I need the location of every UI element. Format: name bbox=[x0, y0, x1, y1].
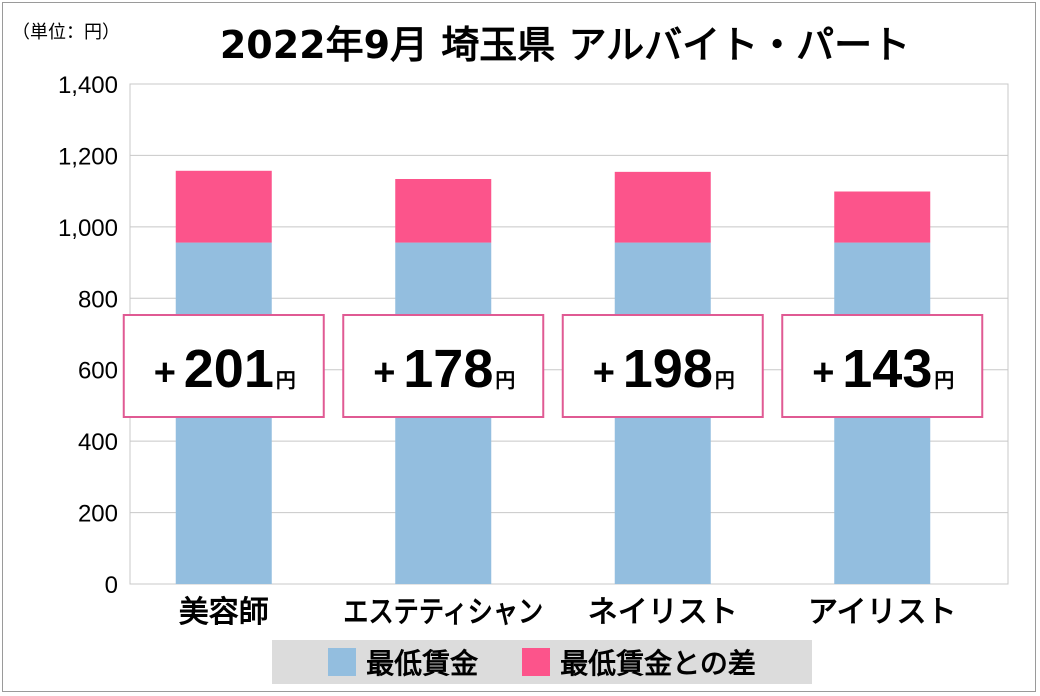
bar-diff bbox=[395, 179, 492, 243]
diff-value: 143 bbox=[842, 339, 932, 399]
diff-label-box bbox=[561, 314, 764, 418]
legend-label-diff: 最低賃金との差 bbox=[560, 647, 756, 680]
diff-unit: 円 bbox=[934, 368, 954, 392]
y-tick-label: 1,200 bbox=[58, 143, 118, 170]
diff-label-box bbox=[342, 314, 545, 418]
diff-value: 198 bbox=[623, 339, 713, 399]
legend-item-base: 最低賃金 bbox=[328, 642, 478, 682]
legend-label-base: 最低賃金 bbox=[366, 647, 479, 680]
diff-value: 178 bbox=[403, 339, 493, 399]
legend: 最低賃金 最低賃金との差 bbox=[272, 640, 812, 684]
legend-swatch-diff bbox=[522, 648, 551, 676]
diff-value: 201 bbox=[184, 339, 274, 399]
unit-label: （単位：円） bbox=[12, 22, 120, 43]
diff-unit: 円 bbox=[276, 368, 296, 392]
chart-title: 2022年9月 埼玉県 アルバイト・パート bbox=[219, 23, 911, 67]
diff-sign: + bbox=[812, 352, 834, 394]
diff-label-box bbox=[122, 314, 325, 418]
x-category-label: 美容師 bbox=[179, 595, 269, 630]
y-tick-label: 0 bbox=[105, 572, 118, 599]
y-tick-label: 1,400 bbox=[58, 72, 118, 99]
diff-sign: + bbox=[373, 352, 395, 394]
x-category-label: エステティシャン bbox=[343, 595, 543, 630]
diff-label-box bbox=[781, 314, 984, 418]
bar-diff bbox=[175, 170, 272, 243]
x-category-label: ネイリスト bbox=[588, 595, 738, 630]
y-tick-label: 600 bbox=[78, 358, 118, 385]
bar-diff bbox=[834, 191, 931, 243]
bar-diff bbox=[614, 171, 711, 243]
diff-sign: + bbox=[154, 352, 176, 394]
y-tick-label: 1,000 bbox=[58, 215, 118, 242]
y-tick-label: 800 bbox=[78, 286, 118, 313]
legend-item-diff: 最低賃金との差 bbox=[522, 642, 756, 682]
diff-sign: + bbox=[593, 352, 615, 394]
y-tick-label: 400 bbox=[78, 429, 118, 456]
y-tick-label: 200 bbox=[78, 501, 118, 528]
legend-swatch-base bbox=[328, 648, 357, 676]
diff-unit: 円 bbox=[495, 368, 515, 392]
x-category-label: アイリスト bbox=[808, 595, 957, 630]
diff-unit: 円 bbox=[715, 368, 735, 392]
